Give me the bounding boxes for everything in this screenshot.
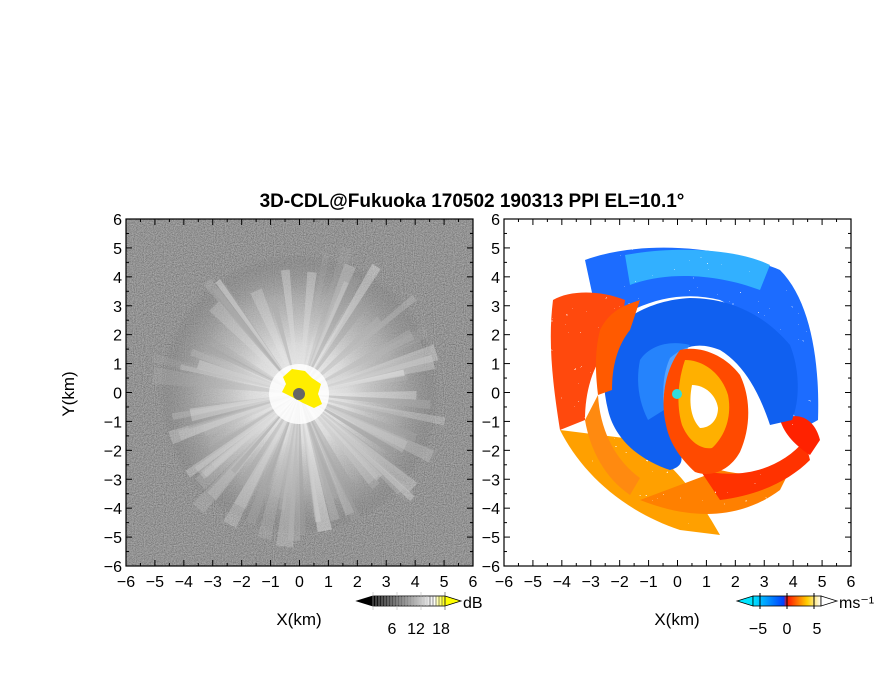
radar-center-marker-right <box>672 389 682 399</box>
intensity-image <box>126 219 473 566</box>
right-y-tick-label: 3 <box>491 299 500 316</box>
right-x-tick-label: −5 <box>524 574 542 591</box>
left-panel-intensity: −6 −5 −4 −3 −2 −1 0 1 2 3 4 5 6 6 5 4 3 2 1 0 −1 −2 −3 −4 −5 −6 X… <box>59 212 478 629</box>
left-x-tick-label: 0 <box>295 574 304 591</box>
left-y-tick-label: −2 <box>104 443 122 460</box>
right-colorbar: ms⁻¹ −5 0 5 <box>735 593 874 638</box>
left-y-tick-label: −3 <box>104 472 122 489</box>
left-x-axis-label: X(km) <box>276 610 321 629</box>
right-x-tick-label: 4 <box>789 574 798 591</box>
right-colorbar-unit: ms⁻¹ <box>839 595 874 612</box>
left-colorbar: dB 6 12 18 <box>355 592 483 638</box>
left-y-tick-label: −4 <box>104 501 122 518</box>
left-colorbar-tick-2: 18 <box>432 621 450 638</box>
right-x-tick-label: 1 <box>702 574 711 591</box>
left-y-tick-label: −6 <box>104 559 122 576</box>
right-panel-doppler: −6 −5 −4 −3 −2 −1 0 1 2 3 4 5 6 6 5 4 3 2 1 0 −1 −2 −3 −4 −5 −6 X… <box>482 212 856 629</box>
left-x-tick-label: 1 <box>324 574 333 591</box>
right-x-tick-label: 3 <box>760 574 769 591</box>
left-x-tick-label: 2 <box>353 574 362 591</box>
right-y-tick-label: −6 <box>482 559 500 576</box>
right-x-tick-label: −4 <box>553 574 571 591</box>
left-x-tick-label: −6 <box>117 574 135 591</box>
left-colorbar-unit: dB <box>463 595 483 612</box>
right-y-tick-label: −3 <box>482 472 500 489</box>
right-colorbar-tick-1: 0 <box>783 621 792 638</box>
right-y-tick-label: −4 <box>482 501 500 518</box>
left-x-tick-label: 6 <box>469 574 478 591</box>
right-y-tick-label: 6 <box>491 212 500 229</box>
left-y-tick-label: 3 <box>113 299 122 316</box>
approaching-core <box>603 298 798 470</box>
doppler-image <box>504 219 851 566</box>
right-y-tick-label: 5 <box>491 241 500 258</box>
right-colorbar-tick-2: 5 <box>813 621 822 638</box>
left-y-tick-label: −1 <box>104 414 122 431</box>
right-x-tick-label: −1 <box>639 574 657 591</box>
right-x-tick-label: 0 <box>673 574 682 591</box>
right-y-tick-label: −1 <box>482 414 500 431</box>
right-axis-ticks: −6 −5 −4 −3 −2 −1 0 1 2 3 4 5 6 6 5 4 3 2 1 0 −1 −2 −3 −4 −5 −6 <box>482 212 856 591</box>
left-y-tick-label: 2 <box>113 328 122 345</box>
right-x-tick-label: −2 <box>611 574 629 591</box>
right-x-tick-label: 2 <box>731 574 740 591</box>
left-x-tick-label: −3 <box>204 574 222 591</box>
right-colorbar-tick-0: −5 <box>749 621 767 638</box>
left-x-tick-label: 3 <box>382 574 391 591</box>
left-y-tick-label: 6 <box>113 212 122 229</box>
left-x-tick-label: −2 <box>233 574 251 591</box>
right-x-tick-label: −6 <box>495 574 513 591</box>
radar-center-marker <box>293 388 305 400</box>
right-x-tick-label: 6 <box>847 574 856 591</box>
figure-title: 3D-CDL@Fukuoka 170502 190313 PPI EL=10.1… <box>260 191 685 212</box>
left-x-tick-label: −4 <box>175 574 193 591</box>
right-y-tick-label: −5 <box>482 530 500 547</box>
left-y-tick-label: 5 <box>113 241 122 258</box>
right-y-tick-label: 4 <box>491 270 500 287</box>
left-y-axis-label: Y(km) <box>59 371 78 416</box>
right-y-tick-label: 2 <box>491 328 500 345</box>
left-x-tick-label: 5 <box>440 574 449 591</box>
left-y-tick-label: 0 <box>113 386 122 403</box>
right-y-tick-label: −2 <box>482 443 500 460</box>
left-x-tick-label: −5 <box>146 574 164 591</box>
left-y-tick-label: 4 <box>113 270 122 287</box>
left-axis-ticks: −6 −5 −4 −3 −2 −1 0 1 2 3 4 5 6 6 5 4 3 2 1 0 −1 −2 −3 −4 −5 −6 <box>104 212 478 591</box>
near-range-saturation <box>282 369 322 408</box>
left-colorbar-ticks <box>372 592 446 610</box>
beam-streaks <box>151 246 446 548</box>
left-y-tick-label: −5 <box>104 530 122 547</box>
right-x-tick-label: −3 <box>582 574 600 591</box>
left-x-tick-label: 4 <box>411 574 420 591</box>
left-colorbar-tick-0: 6 <box>388 621 397 638</box>
left-colorbar-tick-1: 12 <box>407 621 425 638</box>
right-y-tick-label: 1 <box>491 357 500 374</box>
left-x-tick-label: −1 <box>261 574 279 591</box>
right-x-axis-label: X(km) <box>654 610 699 629</box>
right-y-tick-label: 0 <box>491 386 500 403</box>
right-x-tick-label: 5 <box>818 574 827 591</box>
left-y-tick-label: 1 <box>113 357 122 374</box>
